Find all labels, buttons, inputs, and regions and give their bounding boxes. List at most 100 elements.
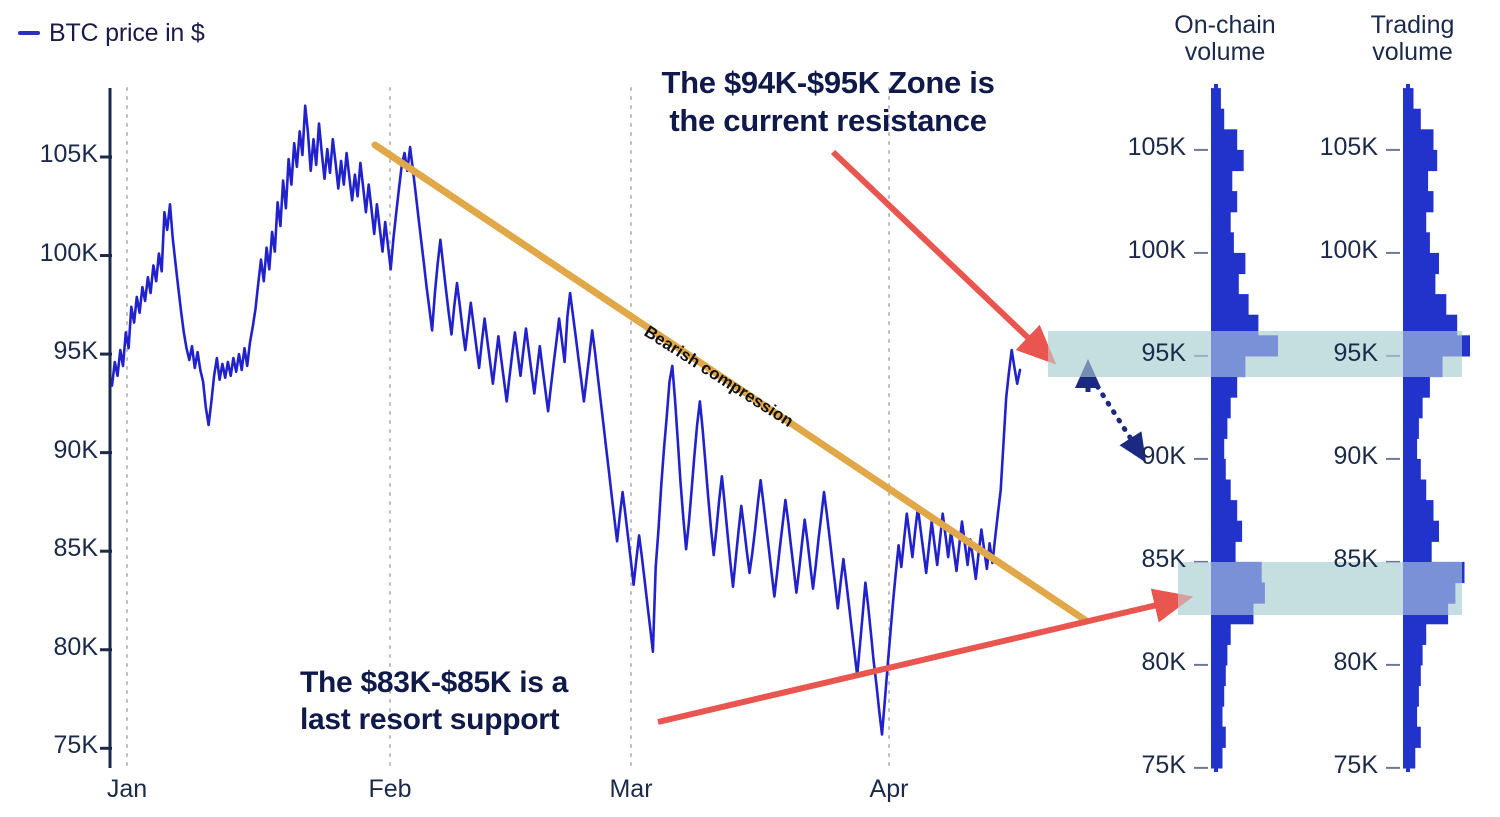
vp-trading-bar-stub: [1403, 108, 1408, 130]
vp-onchain-bar: [1216, 376, 1238, 398]
vp-onchain-tick-label: 90K: [1141, 441, 1186, 470]
vp-trading-bar: [1408, 726, 1421, 748]
vp-trading-bar-stub: [1403, 232, 1408, 254]
vp-trading-bar-stub: [1403, 129, 1408, 151]
vp-trading-tick-label: 75K: [1333, 750, 1378, 779]
vp-onchain-bar: [1216, 314, 1259, 336]
vp-onchain-bar-stub: [1211, 252, 1216, 275]
vp-onchain-bar-stub: [1211, 726, 1216, 748]
volume-profile-onchain-title: On-chain volume: [1174, 11, 1276, 66]
vp-trading-bar: [1408, 541, 1432, 563]
vp-onchain-bar-stub: [1211, 273, 1216, 295]
y-axis-tick-label: 75K: [53, 731, 98, 760]
vp-trading-bar: [1408, 108, 1421, 130]
vp-trading-tick-label: 80K: [1333, 647, 1378, 676]
vp-trading-bar-stub: [1403, 623, 1408, 645]
band-95k-overlay: [1048, 331, 1462, 377]
vp-trading-bar: [1408, 376, 1430, 398]
vp-trading-bar-stub: [1403, 644, 1408, 666]
vp-trading-bar-stub: [1403, 479, 1408, 501]
vp-onchain-tick-label: 100K: [1127, 235, 1186, 264]
callout-resistance: The $94K-$95K Zone is the current resist…: [661, 65, 995, 138]
y-axis-tick-label: 90K: [53, 435, 98, 464]
vp-trading-bar-stub: [1403, 726, 1408, 748]
y-axis-tick-label: 85K: [53, 534, 98, 563]
vp-onchain-tick-label: 95K: [1141, 338, 1186, 367]
vp-trading-bar-stub: [1403, 170, 1408, 192]
vp-onchain-bar-stub: [1211, 520, 1216, 542]
vp-onchain-bar: [1216, 129, 1238, 151]
vp-trading-tick-label: 105K: [1319, 132, 1378, 161]
vp-onchain-bar: [1216, 88, 1221, 110]
vp-trading-bar-stub: [1403, 191, 1408, 213]
vp-onchain-bar-stub: [1211, 191, 1216, 213]
btc-price-line: [110, 104, 1022, 736]
vp-trading-tick-label: 90K: [1333, 441, 1378, 470]
vp-onchain-tick-label: 75K: [1141, 750, 1186, 779]
vp-trading-bar-stub: [1403, 294, 1408, 316]
x-axis-tick-label: Feb: [368, 775, 412, 803]
callout-support: The $83K-$85K is a last resort support: [300, 666, 569, 736]
vp-trading-bar: [1408, 500, 1434, 522]
vp-onchain-bar: [1216, 541, 1236, 563]
vp-trading-bar-stub: [1403, 252, 1408, 275]
vp-onchain-bar-stub: [1211, 479, 1216, 501]
line-dash-icon: [18, 31, 40, 35]
vp-onchain-bar: [1216, 273, 1239, 295]
y-axis-tick-label: 100K: [39, 238, 98, 267]
vp-trading-tick-label: 95K: [1333, 338, 1378, 367]
vp-trading-bar: [1408, 211, 1427, 233]
vp-trading-bar-stub: [1403, 417, 1408, 439]
y-axis-tick-label: 105K: [39, 139, 98, 168]
vp-trading-bar: [1408, 520, 1439, 542]
y-axis: [100, 88, 112, 768]
vp-trading-bar-stub: [1403, 664, 1408, 687]
vp-onchain-bar: [1216, 685, 1225, 707]
vp-onchain-bar-stub: [1211, 376, 1216, 398]
vp-onchain-bar-stub: [1211, 397, 1216, 419]
vp-onchain-bar-stub: [1211, 706, 1216, 728]
vp-onchain-bar: [1216, 252, 1246, 275]
vp-trading-bar-stub: [1403, 706, 1408, 728]
vp-trading-bar-stub: [1403, 747, 1408, 769]
vp-onchain-bar-stub: [1211, 685, 1216, 707]
vp-onchain-bar-stub: [1211, 664, 1216, 687]
vp-onchain-tick-label: 80K: [1141, 647, 1186, 676]
vp-trading-bar-stub: [1403, 314, 1408, 336]
vp-trading-bar-stub: [1403, 438, 1408, 460]
vp-trading-bar-stub: [1403, 88, 1408, 110]
vp-onchain-bar: [1216, 726, 1226, 748]
vp-trading-bar: [1408, 397, 1423, 419]
vp-trading-bar: [1408, 417, 1419, 439]
support-arrow: [657, 588, 1194, 725]
vp-onchain-bar-stub: [1211, 541, 1216, 563]
vp-onchain-bar: [1216, 417, 1228, 439]
vp-trading-bar: [1408, 129, 1434, 151]
legend: BTC price in $: [18, 18, 205, 48]
vp-onchain-bar: [1216, 458, 1226, 481]
vp-trading-bar: [1408, 273, 1436, 295]
vp-onchain-bar: [1216, 644, 1228, 666]
vp-trading-bar-stub: [1403, 397, 1408, 419]
vp-onchain-bar-stub: [1211, 232, 1216, 254]
vp-trading-bar-stub: [1403, 541, 1408, 563]
vp-onchain-bar-stub: [1211, 644, 1216, 666]
vp-onchain-bar: [1216, 479, 1231, 501]
vp-trading-bar: [1408, 706, 1418, 728]
vp-onchain-bar-stub: [1211, 438, 1216, 460]
vp-trading-bar: [1408, 747, 1416, 769]
vp-onchain-bar-stub: [1211, 88, 1216, 110]
vp-onchain-bar-stub: [1211, 314, 1216, 336]
vp-onchain-bar: [1216, 211, 1231, 233]
vp-onchain-bar: [1216, 294, 1249, 316]
vp-onchain-bar-stub: [1211, 294, 1216, 316]
vp-trading-bar-stub: [1403, 500, 1408, 522]
vp-trading-bar-stub: [1403, 685, 1408, 707]
vp-onchain-bar: [1216, 397, 1231, 419]
vp-trading-bar: [1408, 314, 1458, 336]
vp-onchain-bar: [1216, 438, 1225, 460]
vp-trading-bar: [1408, 438, 1418, 460]
vp-onchain-bar: [1216, 232, 1234, 254]
vp-onchain-bar: [1216, 664, 1226, 687]
vp-trading-tick-label: 100K: [1319, 235, 1378, 264]
